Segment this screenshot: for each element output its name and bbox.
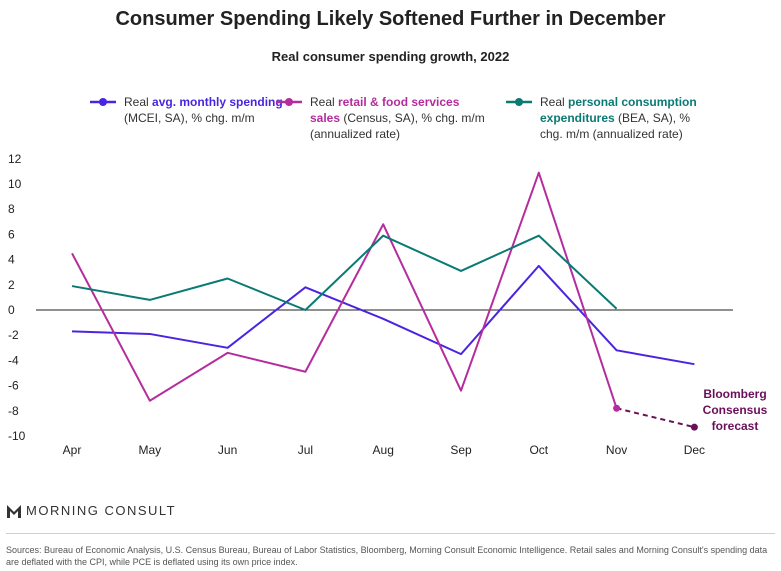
logo-mark-icon — [7, 505, 21, 518]
annotation-line: forecast — [711, 419, 759, 433]
legend-bold: avg. monthly spending — [152, 95, 283, 109]
y-tick-label: -10 — [8, 429, 26, 443]
footer-divider — [6, 533, 775, 534]
legend-prefix: Real — [540, 95, 569, 109]
series-line-2 — [71, 234, 618, 311]
chart-subtitle: Real consumer spending growth, 2022 — [271, 49, 510, 64]
x-tick-label: Dec — [684, 443, 705, 457]
legend-marker-pce — [506, 98, 532, 106]
sources-footnote: Sources: Bureau of Economic Analysis, U.… — [6, 545, 768, 567]
x-tick-label: May — [138, 443, 161, 457]
y-tick-label: 10 — [8, 177, 22, 191]
x-tick-label: Sep — [450, 443, 472, 457]
y-tick-label: 8 — [8, 202, 15, 216]
y-tick-label: 6 — [8, 227, 15, 241]
x-tick-label: Oct — [529, 443, 548, 457]
forecast-line — [616, 407, 695, 429]
legend-prefix: Real — [310, 95, 339, 109]
y-tick-label: -2 — [8, 328, 19, 342]
annotation-line: Bloomberg — [703, 387, 767, 401]
y-tick-label: 2 — [8, 278, 15, 292]
series-line-0 — [71, 264, 695, 366]
x-tick-label: Jul — [298, 443, 313, 457]
y-tick-label: -8 — [8, 404, 19, 418]
x-tick-label: Jun — [218, 443, 237, 457]
legend-bold: retail & food services sales — [310, 95, 460, 125]
x-tick-label: Aug — [373, 443, 394, 457]
forecast-point — [690, 423, 698, 431]
forecast-annotation: Bloomberg Consensus forecast — [690, 386, 780, 434]
legend-suffix: (Census, SA), % chg. m/m (annualized rat… — [310, 111, 485, 141]
legend-prefix: Real — [124, 95, 153, 109]
morning-consult-logo: MORNING CONSULT — [6, 502, 175, 520]
y-tick-label: 0 — [8, 303, 15, 317]
legend-suffix: (BEA, SA), % chg. m/m (annualized rate) — [540, 111, 691, 141]
x-tick-label: Apr — [63, 443, 82, 457]
y-tick-label: -6 — [8, 379, 19, 393]
y-tick-label: 4 — [8, 253, 15, 267]
y-tick-label: -4 — [8, 353, 19, 367]
series-line-1 — [71, 171, 618, 409]
legend-marker-mcei — [90, 98, 116, 106]
x-tick-label: Nov — [606, 443, 627, 457]
legend-suffix: (MCEI, SA), % chg. m/m — [124, 111, 255, 125]
legend-bold: personal consumption expenditures — [540, 95, 697, 125]
legend-marker-retail — [276, 98, 302, 106]
chart-title: Consumer Spending Likely Softened Furthe… — [115, 8, 666, 30]
annotation-line: Consensus — [702, 403, 768, 417]
forecast-start-point — [613, 404, 621, 412]
y-tick-label: 12 — [8, 152, 22, 166]
logo-text: MORNING CONSULT — [26, 503, 177, 518]
